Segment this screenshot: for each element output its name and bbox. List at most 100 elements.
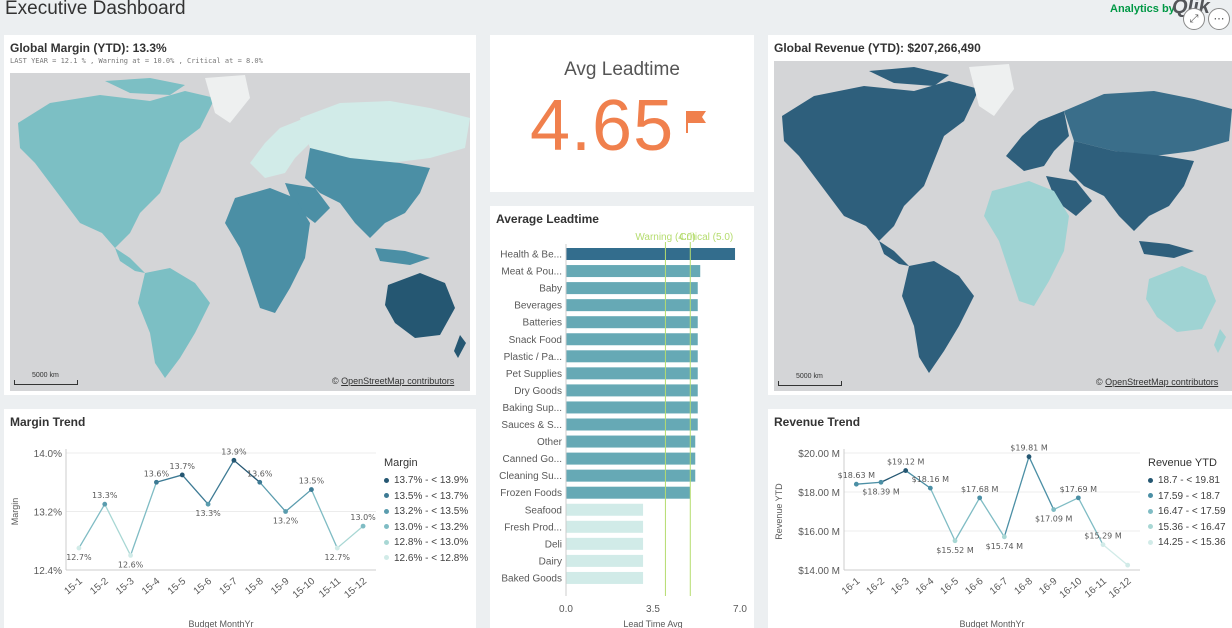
osm-link[interactable]: OpenStreetMap contributors bbox=[1105, 377, 1219, 387]
margin-trend-panel[interactable]: Margin Trend 14.0% 13.2% 12.4% 12.7% 15-1 13.… bbox=[4, 409, 476, 628]
data-point[interactable] bbox=[283, 509, 288, 514]
data-point[interactable] bbox=[1026, 454, 1032, 460]
leadtime-bar[interactable] bbox=[566, 367, 698, 380]
x-tick-label: 16-10 bbox=[1058, 576, 1085, 601]
leadtime-panel[interactable]: Average Leadtime Health & Be... Meat & Po… bbox=[490, 206, 754, 628]
margin-map-title: Global Margin (YTD): 13.3% bbox=[10, 41, 167, 55]
data-point[interactable] bbox=[1001, 534, 1007, 540]
region-south-america bbox=[138, 268, 210, 378]
leadtime-bar-chart[interactable]: Health & Be... Meat & Pou... Baby Beverages… bbox=[490, 230, 754, 628]
revenue-trend-panel[interactable]: Revenue Trend $20.00 M $18.00 M $16.00 M $1… bbox=[768, 409, 1232, 628]
data-point[interactable] bbox=[1100, 542, 1106, 548]
leadtime-bar[interactable] bbox=[566, 520, 644, 533]
series-line bbox=[285, 489, 312, 512]
leadtime-bar[interactable] bbox=[566, 282, 698, 295]
leadtime-bar[interactable] bbox=[566, 537, 644, 550]
leadtime-category-label: Batteries bbox=[523, 318, 562, 329]
data-point[interactable] bbox=[1125, 562, 1131, 568]
leadtime-bar[interactable] bbox=[566, 486, 691, 499]
legend-label: 18.7 - < 19.81 bbox=[1158, 475, 1220, 486]
leadtime-bar[interactable] bbox=[566, 435, 696, 448]
map-attribution[interactable]: © OpenStreetMap contributors bbox=[1096, 377, 1218, 387]
series-line bbox=[1003, 456, 1030, 538]
data-point[interactable] bbox=[334, 545, 340, 551]
leadtime-bar[interactable] bbox=[566, 401, 698, 414]
leadtime-bar[interactable] bbox=[566, 248, 736, 260]
leadtime-bar[interactable] bbox=[566, 316, 698, 329]
margin-map-subtitle: LAST YEAR = 12.1 % , Warning at = 10.0% … bbox=[10, 57, 263, 65]
leadtime-bar[interactable] bbox=[566, 265, 701, 278]
leadtime-bar[interactable] bbox=[566, 469, 696, 482]
leadtime-bar[interactable] bbox=[566, 384, 698, 397]
data-point[interactable] bbox=[360, 523, 366, 529]
osm-link[interactable]: OpenStreetMap contributors bbox=[341, 376, 455, 386]
data-point[interactable] bbox=[952, 538, 958, 544]
data-point[interactable] bbox=[179, 472, 185, 478]
data-point[interactable] bbox=[309, 487, 314, 492]
series-line bbox=[310, 489, 338, 549]
leadtime-bar[interactable] bbox=[566, 554, 644, 567]
data-point[interactable] bbox=[1075, 495, 1081, 501]
legend-label: 12.6% - < 12.8% bbox=[394, 552, 469, 564]
data-point[interactable] bbox=[853, 481, 859, 487]
more-options-icon[interactable]: ⋯ bbox=[1208, 8, 1230, 30]
data-point[interactable] bbox=[927, 485, 933, 491]
data-label: $18.16 M bbox=[912, 475, 950, 484]
legend-item[interactable]: 13.2% - < 13.5% bbox=[384, 506, 468, 517]
legend-item[interactable]: 13.5% - < 13.7% bbox=[384, 491, 468, 502]
margin-legend-title: Margin bbox=[384, 457, 418, 469]
margin-trend-chart[interactable]: 14.0% 13.2% 12.4% 12.7% 15-1 13.3% 15-2 12.6% 15… bbox=[4, 409, 380, 628]
y-tick-label: 14.0% bbox=[34, 449, 62, 460]
leadtime-bar[interactable] bbox=[566, 503, 644, 516]
data-point[interactable] bbox=[878, 479, 884, 485]
data-point[interactable] bbox=[205, 501, 211, 507]
leadtime-bar[interactable] bbox=[566, 333, 698, 346]
legend-item[interactable]: 12.8% - < 13.0% bbox=[384, 537, 468, 548]
data-point[interactable] bbox=[903, 468, 909, 473]
leadtime-category-label: Dairy bbox=[539, 556, 562, 567]
leadtime-bar[interactable] bbox=[566, 350, 698, 363]
series-line bbox=[929, 487, 956, 542]
data-point[interactable] bbox=[977, 495, 983, 501]
fullscreen-icon[interactable]: ⤢ bbox=[1183, 8, 1205, 30]
data-point[interactable] bbox=[154, 479, 159, 485]
data-point[interactable] bbox=[257, 479, 263, 485]
margin-map-panel[interactable]: Global Margin (YTD): 13.3% LAST YEAR = 1… bbox=[4, 35, 476, 395]
data-point[interactable] bbox=[231, 457, 237, 463]
legend-item[interactable]: 16.47 - < 17.59 bbox=[1148, 506, 1226, 517]
data-point[interactable] bbox=[1051, 507, 1057, 512]
region-asia bbox=[1069, 141, 1194, 231]
legend-item[interactable]: 14.25 - < 15.36 bbox=[1148, 537, 1226, 548]
revenue-map[interactable]: 5000 km © OpenStreetMap contributors bbox=[774, 61, 1232, 391]
legend-swatch bbox=[384, 524, 389, 530]
legend-item[interactable]: 12.6% - < 12.8% bbox=[384, 553, 468, 564]
legend-item[interactable]: 17.59 - < 18.7 bbox=[1148, 491, 1220, 502]
leadtime-bar[interactable] bbox=[566, 418, 698, 431]
kpi-value: 4.65 bbox=[530, 86, 675, 166]
data-label: $17.69 M bbox=[1060, 485, 1098, 494]
x-tick-label: 16-12 bbox=[1107, 576, 1134, 601]
data-point[interactable] bbox=[76, 545, 82, 551]
region-north-america bbox=[18, 91, 215, 248]
series-line bbox=[181, 474, 209, 505]
map-attribution[interactable]: © OpenStreetMap contributors bbox=[332, 376, 454, 386]
legend-item[interactable]: 13.0% - < 13.2% bbox=[384, 522, 468, 533]
margin-map[interactable]: 5000 km © OpenStreetMap contributors bbox=[10, 73, 470, 391]
leadtime-bar[interactable] bbox=[566, 452, 696, 465]
region-canada-islands bbox=[105, 78, 185, 95]
legend-label: 13.2% - < 13.5% bbox=[394, 506, 469, 517]
region-greenland bbox=[969, 64, 1014, 116]
leadtime-bar[interactable] bbox=[566, 571, 644, 584]
legend-item[interactable]: 13.7% - < 13.9% bbox=[384, 475, 468, 486]
legend-item[interactable]: 15.36 - < 16.47 bbox=[1148, 522, 1226, 533]
data-point[interactable] bbox=[128, 552, 133, 558]
leadtime-bar[interactable] bbox=[566, 299, 698, 312]
kpi-panel[interactable]: Avg Leadtime 4.65 bbox=[490, 35, 754, 192]
revenue-trend-chart[interactable]: $20.00 M $18.00 M $16.00 M $14.00 M $18.63 M… bbox=[768, 409, 1144, 628]
legend-item[interactable]: 18.7 - < 19.81 bbox=[1148, 475, 1220, 486]
data-label: $19.81 M bbox=[1010, 444, 1048, 453]
x-tick-label: 15-7 bbox=[217, 576, 240, 598]
revenue-map-panel[interactable]: Global Revenue (YTD): $207,266,490 5000 … bbox=[768, 35, 1232, 395]
data-point[interactable] bbox=[102, 501, 108, 507]
data-label: $19.12 M bbox=[887, 458, 925, 467]
